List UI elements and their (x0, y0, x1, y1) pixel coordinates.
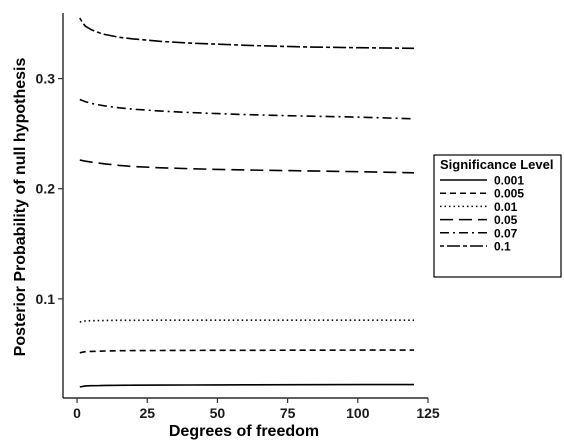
series-line-0-001 (79, 383, 414, 388)
x-axis-title: Degrees of freedom (169, 423, 319, 440)
series-line-0-05 (79, 159, 415, 174)
x-tick-label: 25 (139, 405, 155, 421)
legend-box (433, 154, 562, 278)
legend: Significance Level 0.0010.0050.010.050.0… (433, 154, 562, 278)
x-tick-label: 125 (416, 405, 440, 421)
legend-title: Significance Level (440, 157, 553, 172)
legend-label: 0.01 (494, 200, 518, 214)
plot-area (79, 17, 415, 388)
legend-label: 0.05 (494, 213, 518, 227)
legend-label: 0.07 (494, 226, 518, 240)
series-line-0-07 (79, 98, 415, 120)
series-line-0-1 (79, 17, 415, 50)
series-line-0-005 (79, 349, 414, 354)
x-tick-label: 100 (346, 405, 370, 421)
x-tick-label: 0 (73, 405, 81, 421)
y-tick-label: 0.3 (36, 71, 56, 87)
x-tick-label: 50 (210, 405, 226, 421)
axes: 0 25 50 75 100 125 0.1 0.2 0.3 (36, 13, 440, 421)
y-axis-title: Posterior Probability of null hypothesis (12, 58, 29, 357)
y-tick-label: 0.2 (36, 181, 56, 197)
x-tick-label: 75 (280, 405, 296, 421)
legend-label: 0.001 (494, 174, 524, 188)
legend-label: 0.1 (494, 240, 511, 254)
y-tick-label: 0.1 (36, 291, 56, 307)
series-line-0-01 (79, 319, 414, 323)
legend-label: 0.005 (494, 187, 524, 201)
